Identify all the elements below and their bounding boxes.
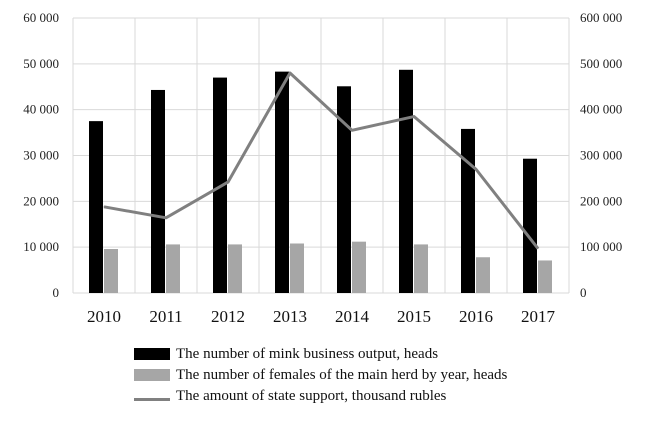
- category-axis: 2010 2011 2012 2013 2014 2015 2016 2017: [87, 307, 556, 326]
- category-label: 2013: [273, 307, 307, 326]
- right-tick-label: 600 000: [580, 10, 622, 25]
- left-tick-label: 30 000: [23, 148, 59, 163]
- bar-females: [414, 244, 428, 293]
- right-axis: 0 100 000 200 000 300 000 400 000 500 000 600 …: [580, 10, 622, 300]
- line-point: [537, 248, 539, 250]
- bar-output: [275, 71, 289, 293]
- bar-females: [538, 260, 552, 293]
- right-tick-label: 400 000: [580, 102, 622, 117]
- bar-output: [461, 128, 475, 293]
- legend-label-females: The number of females of the main herd b…: [176, 367, 508, 383]
- left-axis: 0 10 000 20 000 30 000 40 000 50 000 60 000: [23, 10, 59, 300]
- bar-output: [337, 86, 351, 294]
- line-point: [475, 168, 477, 170]
- bars: [89, 69, 552, 294]
- category-label: 2015: [397, 307, 431, 326]
- line-point: [351, 129, 353, 131]
- bar-females: [352, 241, 366, 293]
- legend-label-output: The number of mink business output, head…: [176, 346, 439, 362]
- bar-females: [228, 244, 242, 293]
- category-label: 2012: [211, 307, 245, 326]
- left-tick-label: 40 000: [23, 102, 59, 117]
- left-tick-label: 20 000: [23, 193, 59, 208]
- chart: 0 10 000 20 000 30 000 40 000 50 000 60 000 0 1…: [23, 10, 622, 326]
- state-support-line: [103, 71, 540, 250]
- category-label: 2014: [335, 307, 370, 326]
- bar-females: [166, 244, 180, 293]
- right-tick-label: 100 000: [580, 239, 622, 254]
- right-tick-label: 300 000: [580, 148, 622, 163]
- bar-females: [104, 249, 118, 293]
- category-label: 2016: [459, 307, 493, 326]
- right-tick-label: 0: [580, 285, 587, 300]
- line-point: [103, 206, 105, 208]
- line-point: [289, 72, 291, 74]
- line-point: [413, 116, 415, 118]
- legend-swatch-output: [134, 348, 170, 360]
- bar-females: [476, 257, 490, 293]
- bar-output: [523, 158, 537, 293]
- line-state-support: [103, 71, 540, 250]
- right-tick-label: 500 000: [580, 56, 622, 71]
- legend-swatch-females: [134, 369, 170, 381]
- left-tick-label: 0: [53, 285, 60, 300]
- line-point: [227, 181, 229, 183]
- legend-label-support: The amount of state support, thousand ru…: [176, 388, 447, 404]
- bar-output: [399, 69, 413, 294]
- right-tick-label: 200 000: [580, 193, 622, 208]
- bar-females: [290, 243, 304, 293]
- line-point: [165, 217, 167, 219]
- category-label: 2010: [87, 307, 121, 326]
- left-tick-label: 50 000: [23, 56, 59, 71]
- bar-output: [151, 89, 165, 293]
- category-label: 2017: [521, 307, 556, 326]
- legend-swatch-support: [134, 398, 170, 401]
- gridlines: [72, 17, 570, 294]
- left-tick-label: 10 000: [23, 239, 59, 254]
- category-label: 2011: [149, 307, 182, 326]
- bar-output: [89, 121, 103, 293]
- left-tick-label: 60 000: [23, 10, 59, 25]
